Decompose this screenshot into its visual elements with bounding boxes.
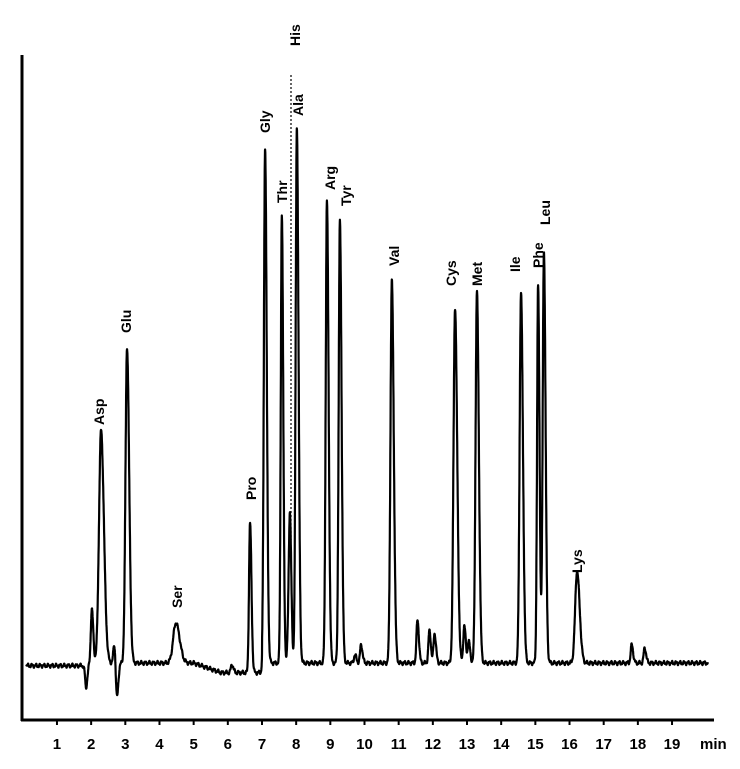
peak-label-leu: Leu [537, 200, 553, 225]
x-unit-label: min [700, 736, 727, 753]
x-tick-label: 2 [87, 736, 95, 753]
peak-label-glu: Glu [118, 310, 134, 333]
x-tick-label: 18 [630, 736, 647, 753]
peak-label-arg: Arg [322, 166, 338, 190]
x-tick-label: 5 [189, 736, 197, 753]
x-tick-label: 16 [561, 736, 578, 753]
peak-label-cys: Cys [443, 260, 459, 286]
x-tick-label: 9 [326, 736, 334, 753]
peak-label-tyr: Tyr [338, 185, 354, 206]
x-tick-label: 4 [155, 736, 164, 753]
peak-label-met: Met [469, 262, 485, 286]
x-tick-label: 15 [527, 736, 544, 753]
x-tick-label: 6 [224, 736, 232, 753]
peak-label-lys: Lys [569, 549, 585, 573]
peak-label-asp: Asp [91, 399, 107, 425]
x-tick-label: 14 [493, 736, 510, 753]
x-tick-label: 7 [258, 736, 266, 753]
x-tick-label: 12 [424, 736, 441, 753]
x-tick-label: 1 [53, 736, 61, 753]
peak-label-phe: Phe [530, 242, 546, 268]
peak-label-gly: Gly [257, 110, 273, 133]
x-tick-label: 3 [121, 736, 129, 753]
peak-label-thr: Thr [274, 180, 290, 203]
x-ticks: 1 2 3 4 5 6 7 8 9 10 11 12 13 14 15 16 17 18 19 [53, 720, 681, 753]
peak-label-his: His [287, 24, 303, 46]
x-tick-label: 8 [292, 736, 300, 753]
x-tick-label: 17 [595, 736, 612, 753]
chromatogram-trace [25, 127, 709, 697]
x-tick-label: 13 [459, 736, 476, 753]
peak-label-ile: Ile [507, 256, 523, 272]
x-tick-label: 19 [664, 736, 681, 753]
x-tick-label: 10 [356, 736, 373, 753]
peak-label-pro: Pro [243, 477, 259, 500]
peak-label-ser: Ser [169, 585, 185, 608]
x-tick-label: 11 [391, 736, 407, 753]
peak-label-ala: Ala [290, 94, 306, 116]
peak-label-val: Val [386, 246, 402, 266]
